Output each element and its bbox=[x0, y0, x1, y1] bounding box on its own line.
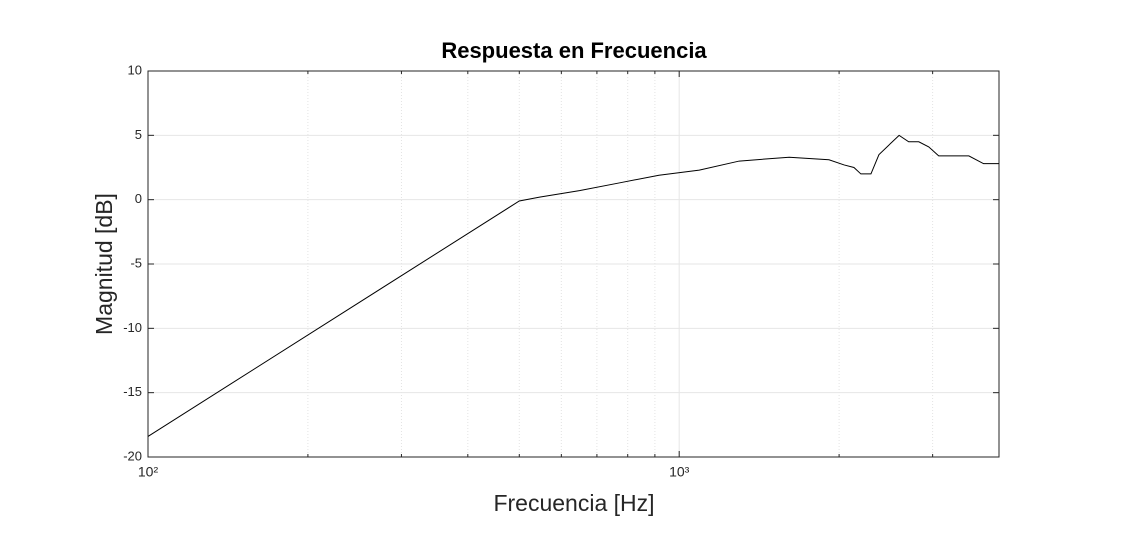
y-tick-label: -5 bbox=[130, 255, 142, 270]
x-tick-label: 10³ bbox=[669, 464, 690, 480]
y-tick-label: 5 bbox=[135, 127, 142, 142]
y-tick-label: -10 bbox=[123, 320, 142, 335]
plot-frame bbox=[147, 70, 1000, 458]
x-axis-label: Frecuencia [Hz] bbox=[493, 490, 654, 516]
y-tick-label: 10 bbox=[128, 62, 142, 77]
y-tick-label: -20 bbox=[123, 448, 142, 463]
data-line bbox=[147, 134, 999, 437]
x-tick-label: 10² bbox=[138, 464, 159, 480]
chart-title: Respuesta en Frecuencia bbox=[441, 38, 707, 63]
y-axis-label: Magnitud [dB] bbox=[91, 193, 117, 335]
y-tick-label: -15 bbox=[123, 384, 142, 399]
y-tick-label: 0 bbox=[135, 191, 142, 206]
